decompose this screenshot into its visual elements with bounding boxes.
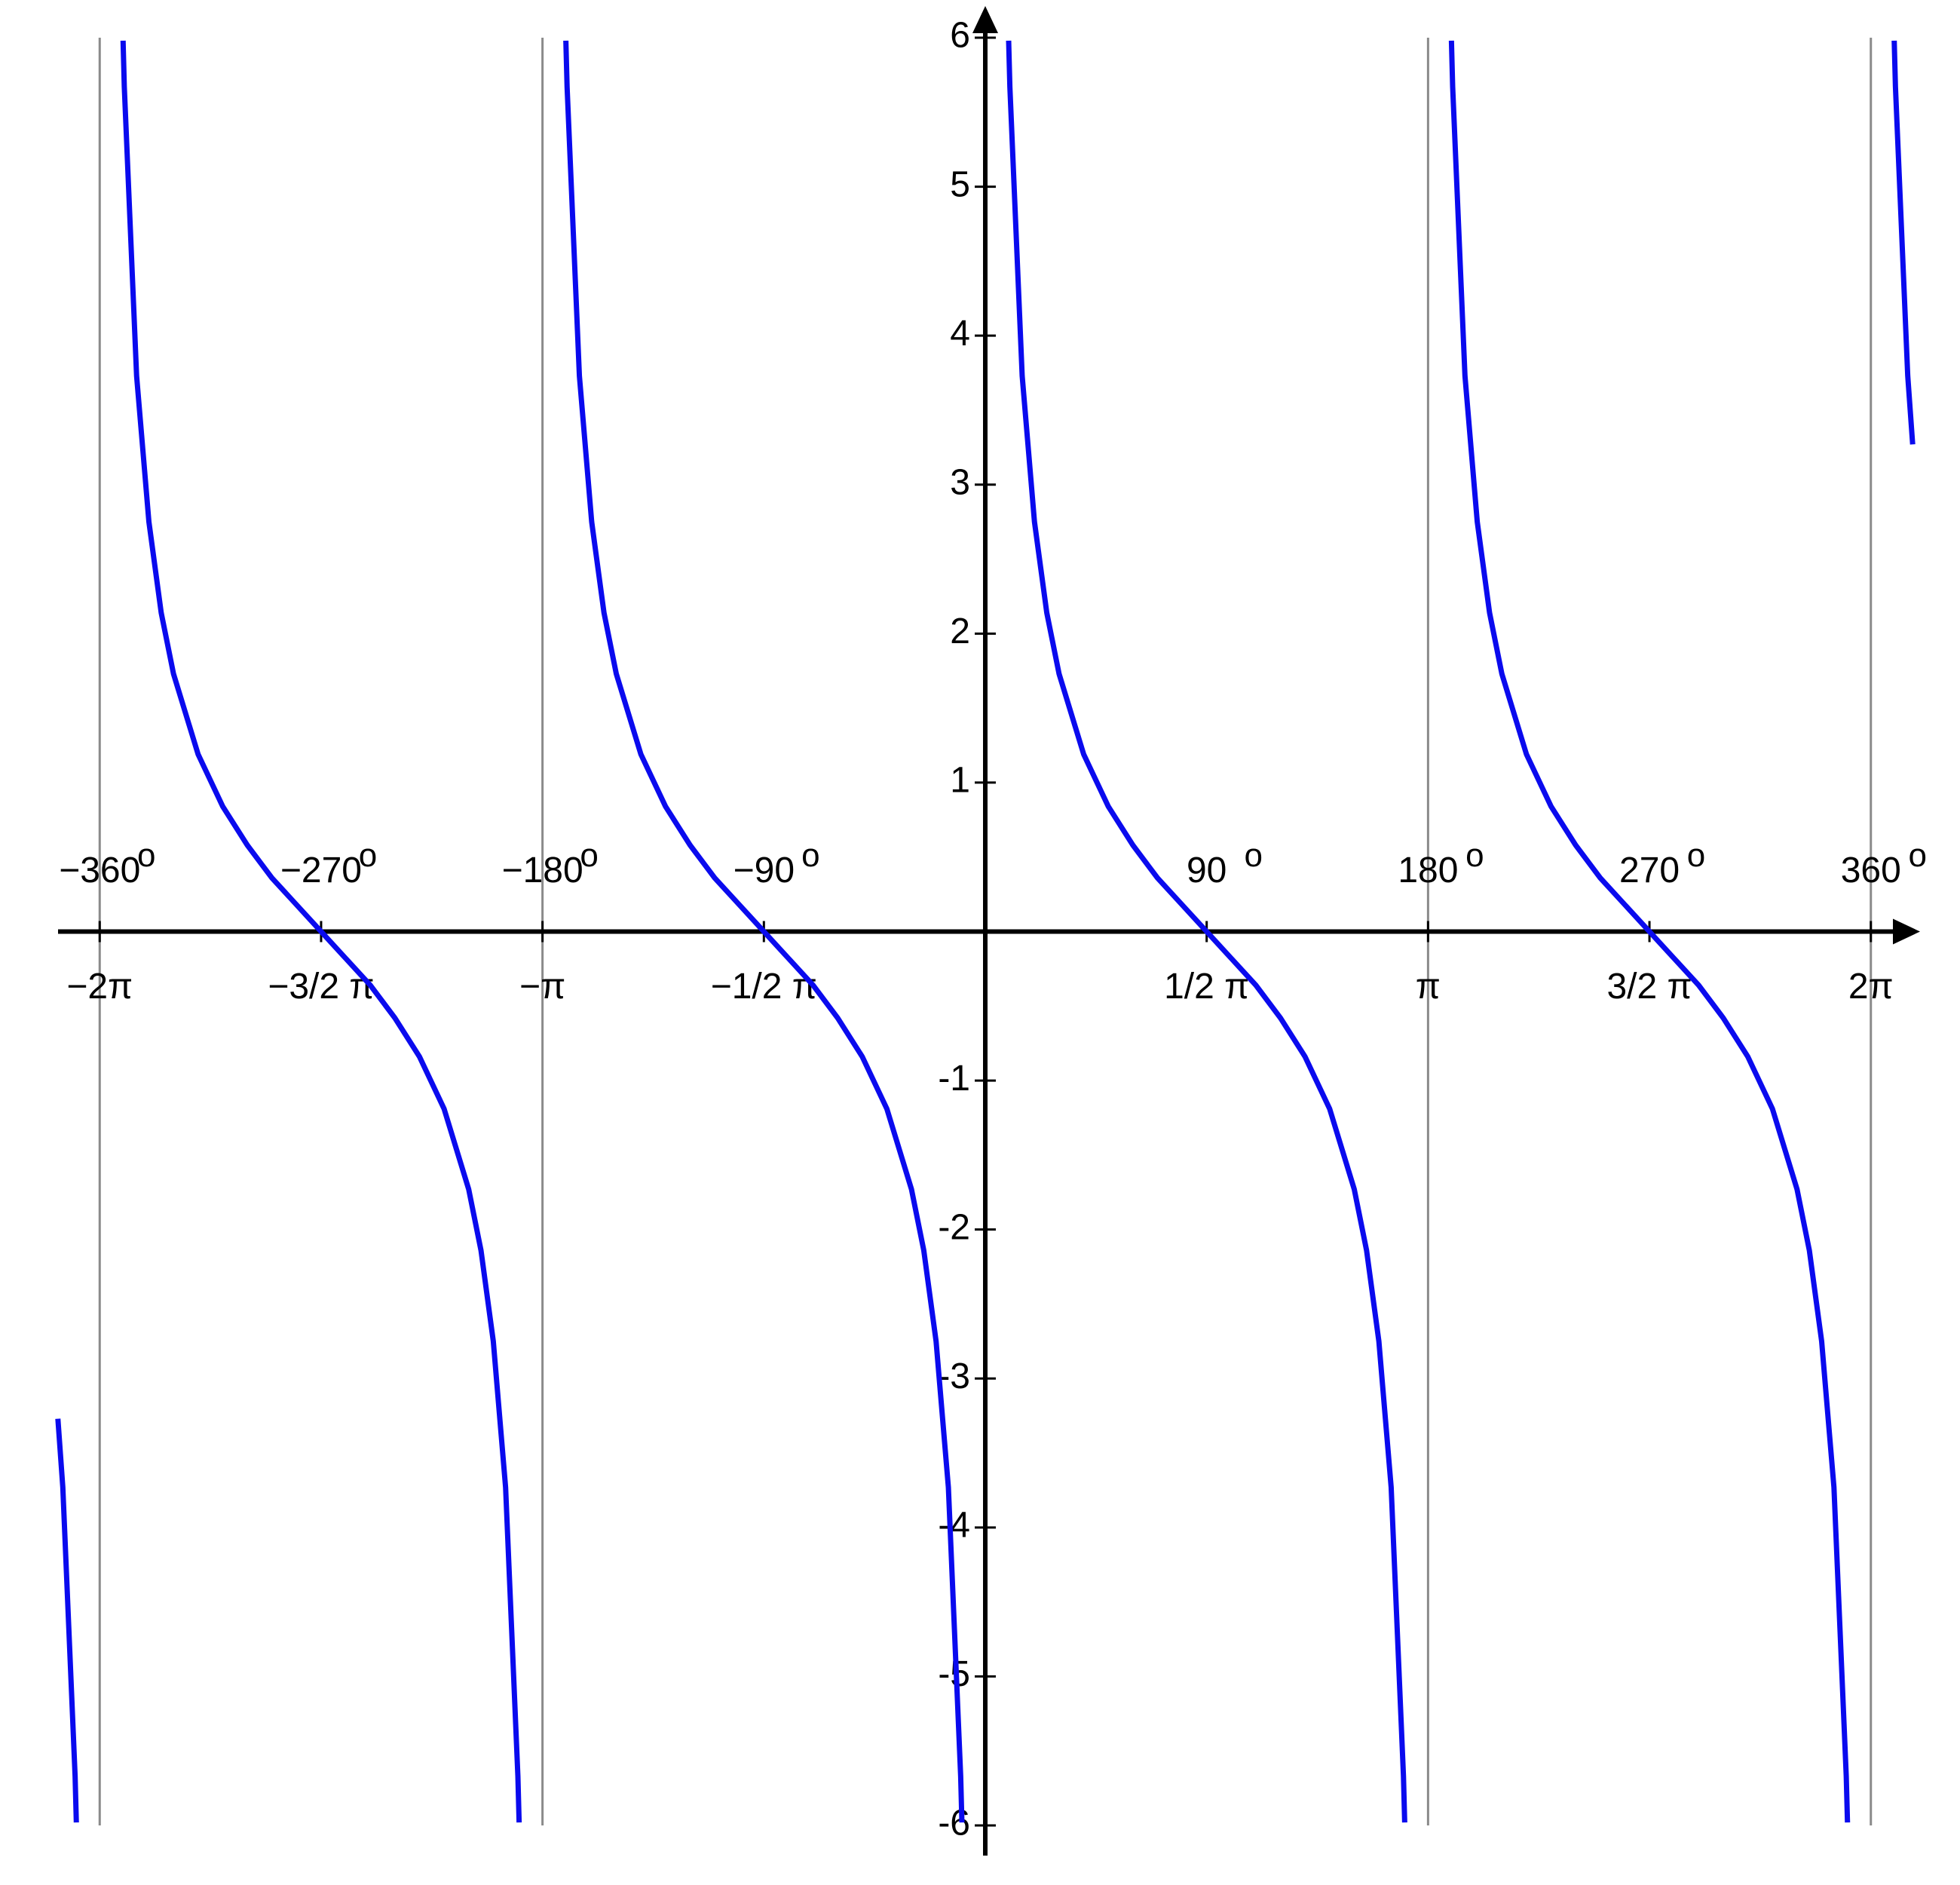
x-degree-unit: o bbox=[1908, 837, 1926, 874]
x-degree-label: 180 bbox=[1398, 851, 1458, 890]
x-degree-label: −180 bbox=[502, 851, 583, 890]
x-degree-unit: o bbox=[1465, 837, 1484, 874]
y-tick-label: -6 bbox=[938, 1804, 970, 1844]
x-axis-arrow bbox=[1893, 918, 1920, 945]
y-tick-label: 2 bbox=[950, 611, 970, 651]
x-degree-unit: o bbox=[359, 837, 377, 874]
x-degree-unit: o bbox=[801, 837, 819, 874]
y-tick-label: -3 bbox=[938, 1356, 970, 1396]
x-degree-label: 270 bbox=[1619, 851, 1680, 890]
x-degree-label: 90 bbox=[1187, 851, 1227, 890]
y-tick-label: 6 bbox=[950, 16, 970, 56]
y-tick-label: 4 bbox=[950, 314, 970, 354]
y-tick-label: -4 bbox=[938, 1506, 970, 1546]
x-degree-label: 360 bbox=[1841, 851, 1901, 890]
x-tick-label: −2π bbox=[66, 967, 133, 1007]
x-degree-unit: o bbox=[137, 837, 155, 874]
y-tick-label: -1 bbox=[938, 1059, 970, 1099]
curve bbox=[55, 40, 1916, 1823]
x-tick-label: π bbox=[1416, 967, 1441, 1007]
x-tick-label: 1/2 π bbox=[1164, 967, 1249, 1007]
x-degree-label: −360 bbox=[59, 851, 140, 890]
x-tick-label: 2π bbox=[1848, 967, 1894, 1007]
y-tick-label: 3 bbox=[950, 462, 970, 502]
y-tick-label: 5 bbox=[950, 164, 970, 204]
x-degree-unit: o bbox=[580, 837, 598, 874]
x-degree-unit: o bbox=[1687, 837, 1705, 874]
x-degree-label: −90 bbox=[733, 851, 795, 890]
y-tick-label: -2 bbox=[938, 1207, 970, 1247]
y-tick-label: 1 bbox=[950, 761, 970, 801]
y-axis-arrow bbox=[972, 6, 998, 33]
x-tick-label: −π bbox=[519, 967, 565, 1007]
x-tick-label: 3/2 π bbox=[1606, 967, 1692, 1007]
x-degree-unit: o bbox=[1244, 837, 1262, 874]
x-degree-label: −270 bbox=[280, 851, 362, 890]
